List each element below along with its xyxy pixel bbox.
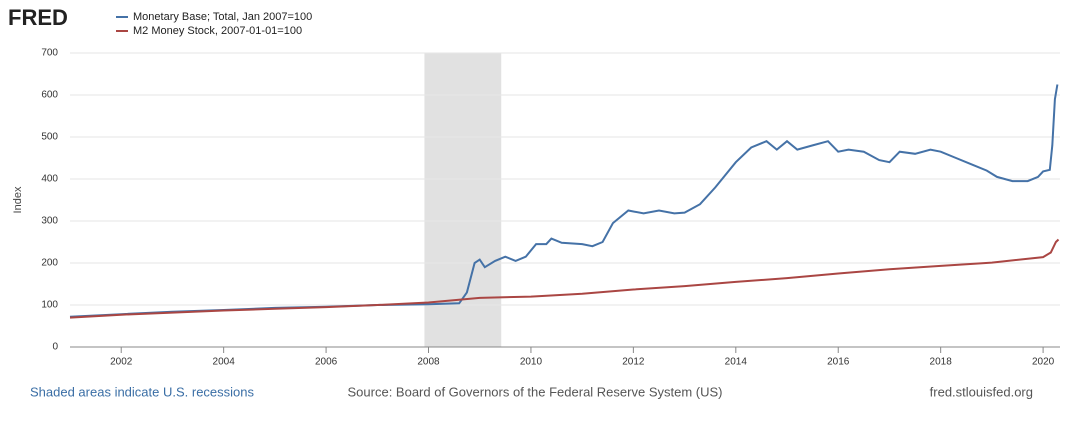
- y-axis-label: Index: [12, 186, 24, 213]
- y-tick-label: 400: [41, 174, 58, 185]
- x-tick-label: 2016: [827, 357, 850, 368]
- x-tick-label: 2014: [725, 357, 748, 368]
- footer-right: fred.stlouisfed.org: [930, 384, 1033, 399]
- footer-center: Source: Board of Governors of the Federa…: [348, 384, 723, 399]
- x-tick-label: 2018: [930, 357, 953, 368]
- y-tick-label: 700: [41, 48, 58, 59]
- x-tick-label: 2004: [213, 357, 236, 368]
- recession-band: [424, 53, 502, 347]
- x-tick-label: 2012: [622, 357, 645, 368]
- y-tick-label: 300: [41, 216, 58, 227]
- x-tick-label: 2008: [417, 357, 440, 368]
- x-tick-label: 2010: [520, 357, 543, 368]
- series-line: [69, 238, 1060, 319]
- legend-label: M2 Money Stock, 2007-01-01=100: [133, 25, 302, 37]
- series-line: [69, 84, 1059, 318]
- legend-label: Monetary Base; Total, Jan 2007=100: [133, 11, 312, 23]
- logo: FRED: [8, 5, 68, 30]
- x-tick-label: 2006: [315, 357, 338, 368]
- y-tick-label: 0: [52, 342, 58, 353]
- y-tick-label: 200: [41, 258, 58, 269]
- y-tick-label: 100: [41, 300, 58, 311]
- footer-left: Shaded areas indicate U.S. recessions: [30, 384, 255, 399]
- y-tick-label: 500: [41, 132, 58, 143]
- x-tick-label: 2020: [1032, 357, 1055, 368]
- y-tick-label: 600: [41, 90, 58, 101]
- x-tick-label: 2002: [110, 357, 133, 368]
